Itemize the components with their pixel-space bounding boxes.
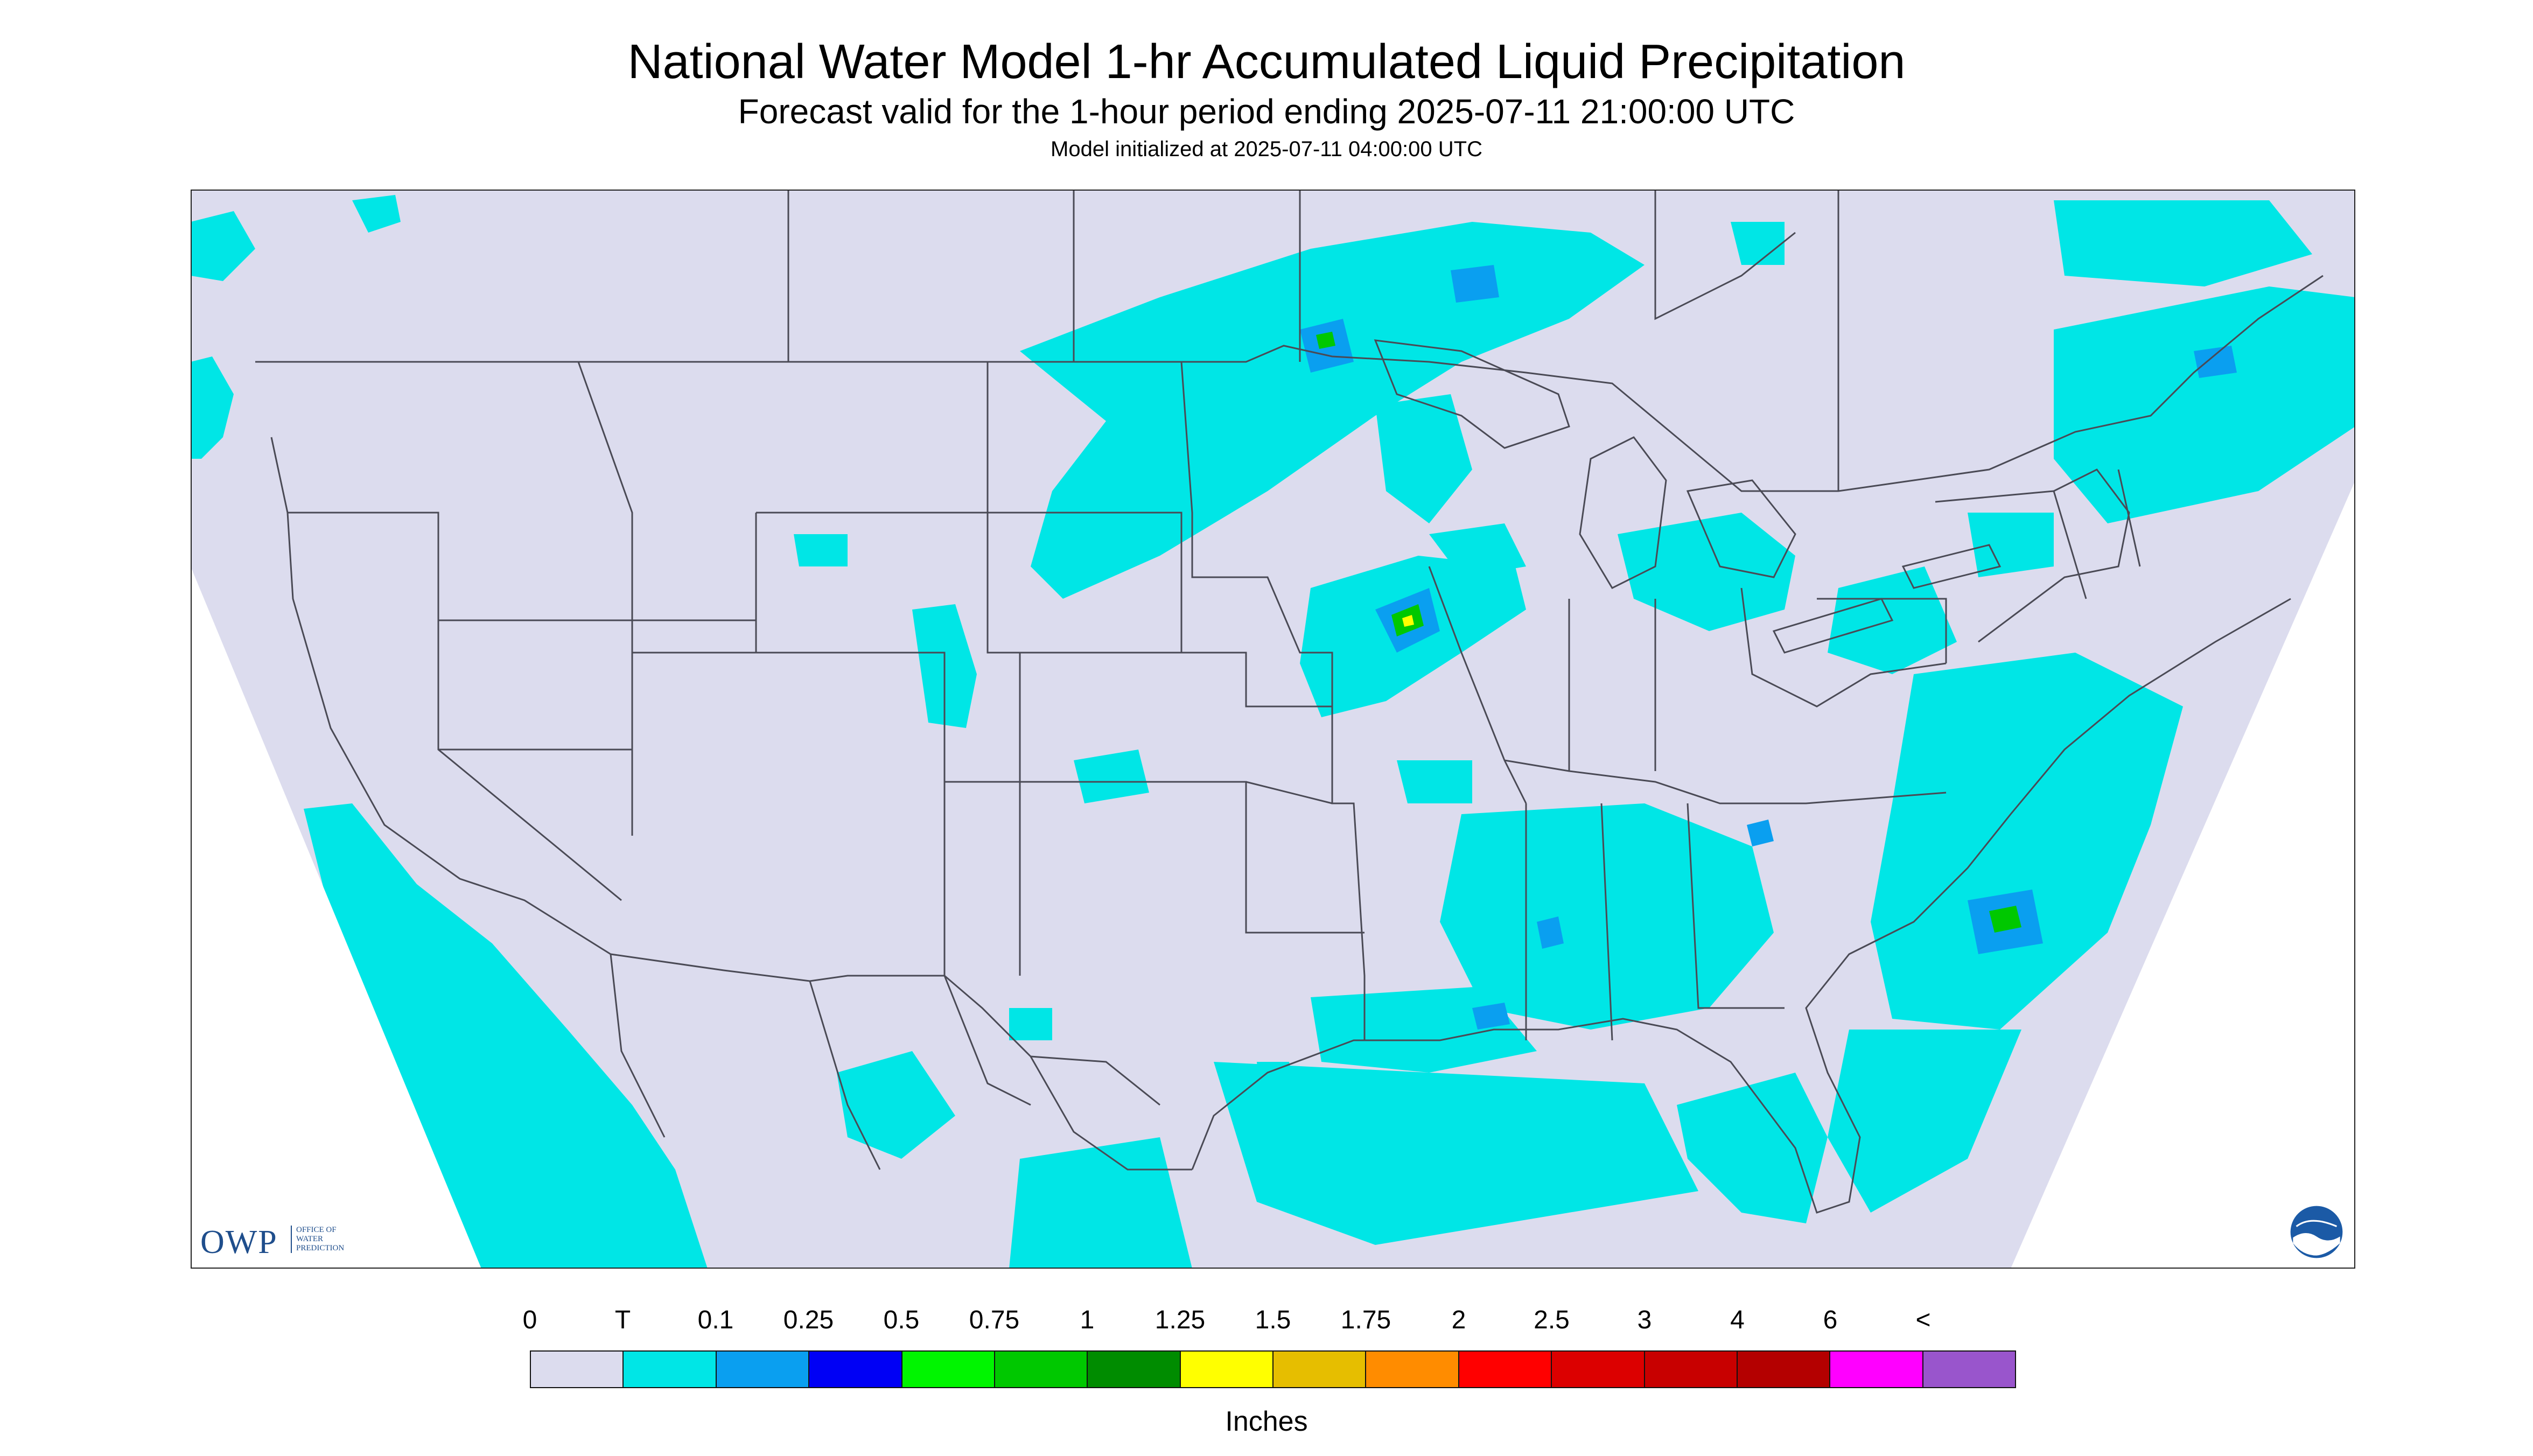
heavy-minnesota-green — [1316, 332, 1335, 349]
legend-swatch — [1737, 1352, 1831, 1387]
legend-tick-label: 0.1 — [697, 1306, 734, 1334]
precip-northeast-top — [2054, 200, 2312, 286]
state-lines-west — [288, 361, 1182, 901]
owp-logo-line: PREDICTION — [296, 1244, 345, 1252]
legend-swatch — [809, 1352, 902, 1387]
gulf-coastline — [1191, 598, 2291, 1214]
map-title: National Water Model 1-hr Accumulated Li… — [627, 35, 1906, 89]
precip-mexico-bottom — [1009, 1137, 1192, 1269]
legend-swatch — [1552, 1352, 1645, 1387]
legend-swatch — [1274, 1352, 1367, 1387]
owp-logo-subtitle: OFFICE OF WATER PREDICTION — [291, 1226, 344, 1253]
legend-tick-label: 0 — [522, 1306, 537, 1334]
precip-oklahoma — [1074, 750, 1149, 803]
legend-swatch — [1830, 1352, 1923, 1387]
mexico-lines — [610, 954, 1160, 1170]
legend-swatch — [1180, 1352, 1274, 1387]
precip-mexico-south — [837, 1051, 955, 1159]
legend-tick-labels: 0 T 0.1 0.25 0.5 0.75 1 1.25 1.5 1.75 2 2.5 3 4 6 < — [0, 1305, 2533, 1340]
legend-tick-label: 1.25 — [1154, 1306, 1206, 1334]
legend-tick-label: 0.5 — [883, 1306, 920, 1334]
heavy-north-dakota — [1451, 265, 1499, 303]
precip-upper-midwest — [1375, 394, 1472, 523]
west-coast — [270, 437, 611, 955]
canada-lines — [787, 190, 1839, 491]
precip-gulf-open — [1214, 1062, 1698, 1245]
precipitation-map — [191, 190, 2355, 1269]
heavy-northeast — [2194, 346, 2237, 378]
us-canada-border — [255, 275, 2324, 492]
precip-northeast — [2054, 286, 2355, 523]
heavy-iowa-yellow — [1402, 615, 1414, 627]
state-lines-central — [943, 361, 1366, 1040]
precip-northwest-patch — [352, 195, 401, 233]
owp-logo-letters: OWP — [200, 1224, 278, 1261]
precip-atlantic-south — [1828, 1030, 2021, 1213]
heavy-gulf — [1472, 1003, 1510, 1030]
owp-logo: OWP OFFICE OF WATER PREDICTION — [200, 1223, 383, 1261]
precip-indiana — [1397, 760, 1472, 803]
heavier-precipitation-layer — [1300, 265, 2237, 1030]
precip-northwest-corner — [191, 211, 255, 281]
legend-swatch — [1923, 1352, 2015, 1387]
legend-swatch — [995, 1352, 1088, 1387]
legend-units: Inches — [1225, 1406, 1308, 1437]
legend-swatch — [624, 1352, 717, 1387]
precip-florida — [1677, 1073, 1828, 1223]
legend-tick-label: < — [1915, 1306, 1931, 1334]
legend-swatch — [1088, 1352, 1181, 1387]
forecast-valid-subtitle: Forecast valid for the 1-hour period end… — [738, 92, 1795, 131]
precip-northern-plains-band — [1020, 222, 1645, 599]
great-lakes-outline — [1374, 339, 2002, 654]
legend-tick-label: 4 — [1730, 1306, 1745, 1334]
heavy-carolina — [1747, 820, 1774, 846]
legend-tick-label: T — [614, 1306, 631, 1334]
state-lines-northeast — [1935, 468, 2141, 643]
precip-great-lakes — [1429, 523, 1526, 577]
legend-tick-label: 2.5 — [1534, 1306, 1570, 1334]
precip-pacific-northwest — [191, 356, 234, 459]
state-lines-east — [1428, 566, 1947, 1041]
legend-tick-label: 2 — [1451, 1306, 1466, 1334]
political-boundaries — [255, 190, 2324, 1214]
map-frame — [191, 190, 2355, 1269]
outside-domain-right — [2011, 480, 2355, 1269]
legend-tick-label: 6 — [1823, 1306, 1838, 1334]
noaa-logo — [2289, 1204, 2345, 1260]
model-init-caption: Model initialized at 2025-07-11 04:00:00… — [1051, 137, 1482, 161]
precip-quebec — [1731, 222, 1785, 265]
precip-mid-atlantic — [1968, 513, 2054, 577]
heavy-atlantic-green — [1989, 906, 2021, 933]
precip-south-texas — [1009, 1008, 1052, 1040]
legend-tick-label: 1.5 — [1255, 1306, 1291, 1334]
precip-michigan — [1618, 513, 1795, 631]
owp-logo-line: OFFICE OF — [296, 1226, 337, 1234]
precip-mexico-east — [1257, 1062, 1311, 1180]
legend-color-bar — [530, 1350, 2016, 1388]
legend-swatch — [1645, 1352, 1738, 1387]
legend-tick-label: 0.75 — [969, 1306, 1020, 1334]
owp-logo-line: WATER — [296, 1235, 323, 1243]
us-mexico-border — [610, 953, 1192, 1171]
heavy-alabama — [1537, 916, 1564, 949]
legend-swatch — [902, 1352, 995, 1387]
legend-swatch — [1459, 1352, 1552, 1387]
legend-tick-label: 3 — [1637, 1306, 1652, 1334]
legend-tick-label: 1 — [1080, 1306, 1095, 1334]
legend-swatch — [531, 1352, 624, 1387]
precip-atlantic — [1871, 653, 2183, 1030]
legend-tick-label: 1.75 — [1340, 1306, 1391, 1334]
legend-swatch — [1366, 1352, 1459, 1387]
precip-wyoming — [794, 534, 848, 566]
legend-swatch — [716, 1352, 810, 1387]
legend-tick-label: 0.25 — [783, 1306, 834, 1334]
outside-domain-left — [191, 566, 481, 1269]
